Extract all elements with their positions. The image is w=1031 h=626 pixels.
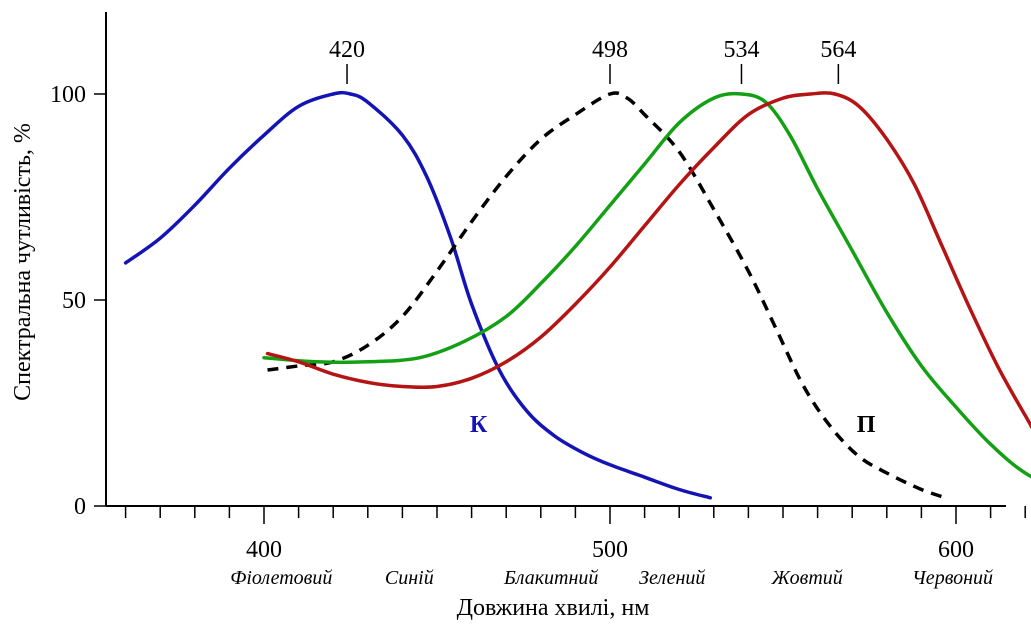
peak-marker-label: 534: [723, 37, 759, 63]
y-ticks: 0 50 100: [50, 82, 106, 520]
y-tick-label: 0: [74, 494, 86, 520]
series-label-2: П: [857, 412, 876, 438]
x-tick-label: 400: [246, 537, 282, 563]
peak-marker-label: 420: [329, 37, 365, 63]
series-label-1: К: [470, 412, 488, 438]
series-line-4: [265, 91, 1031, 430]
peak-marker-label: 498: [592, 37, 628, 63]
series-line-1: [123, 90, 713, 500]
y-axis-title: Спектральна чутливість, %: [10, 123, 36, 401]
x-tick-label: 500: [592, 537, 628, 563]
color-band-label: Фіолетовий: [230, 567, 332, 589]
y-tick-label: 100: [50, 82, 86, 108]
color-band-label: Синій: [385, 567, 434, 589]
peak-markers: 420 498 534 564: [329, 37, 856, 84]
color-band-label: Зелений: [639, 567, 705, 589]
color-band-labels: Фіолетовий Синій Блакитний Зелений Жовтий Чер…: [230, 567, 993, 589]
peak-marker-label: 564: [820, 37, 856, 63]
y-tick-label: 50: [62, 288, 86, 314]
x-axis-title: Довжина хвилі, нм: [457, 595, 650, 621]
color-band-label: Блакитний: [503, 567, 598, 589]
x-ticks: 400500600700: [124, 506, 1026, 563]
color-band-label: Червоний: [912, 567, 993, 589]
x-tick-label: 600: [938, 537, 974, 563]
curves: КПСД: [123, 90, 1031, 500]
color-band-label: Жовтий: [771, 567, 843, 589]
series-line-2: [267, 91, 947, 500]
series-line-3: [262, 91, 1031, 479]
